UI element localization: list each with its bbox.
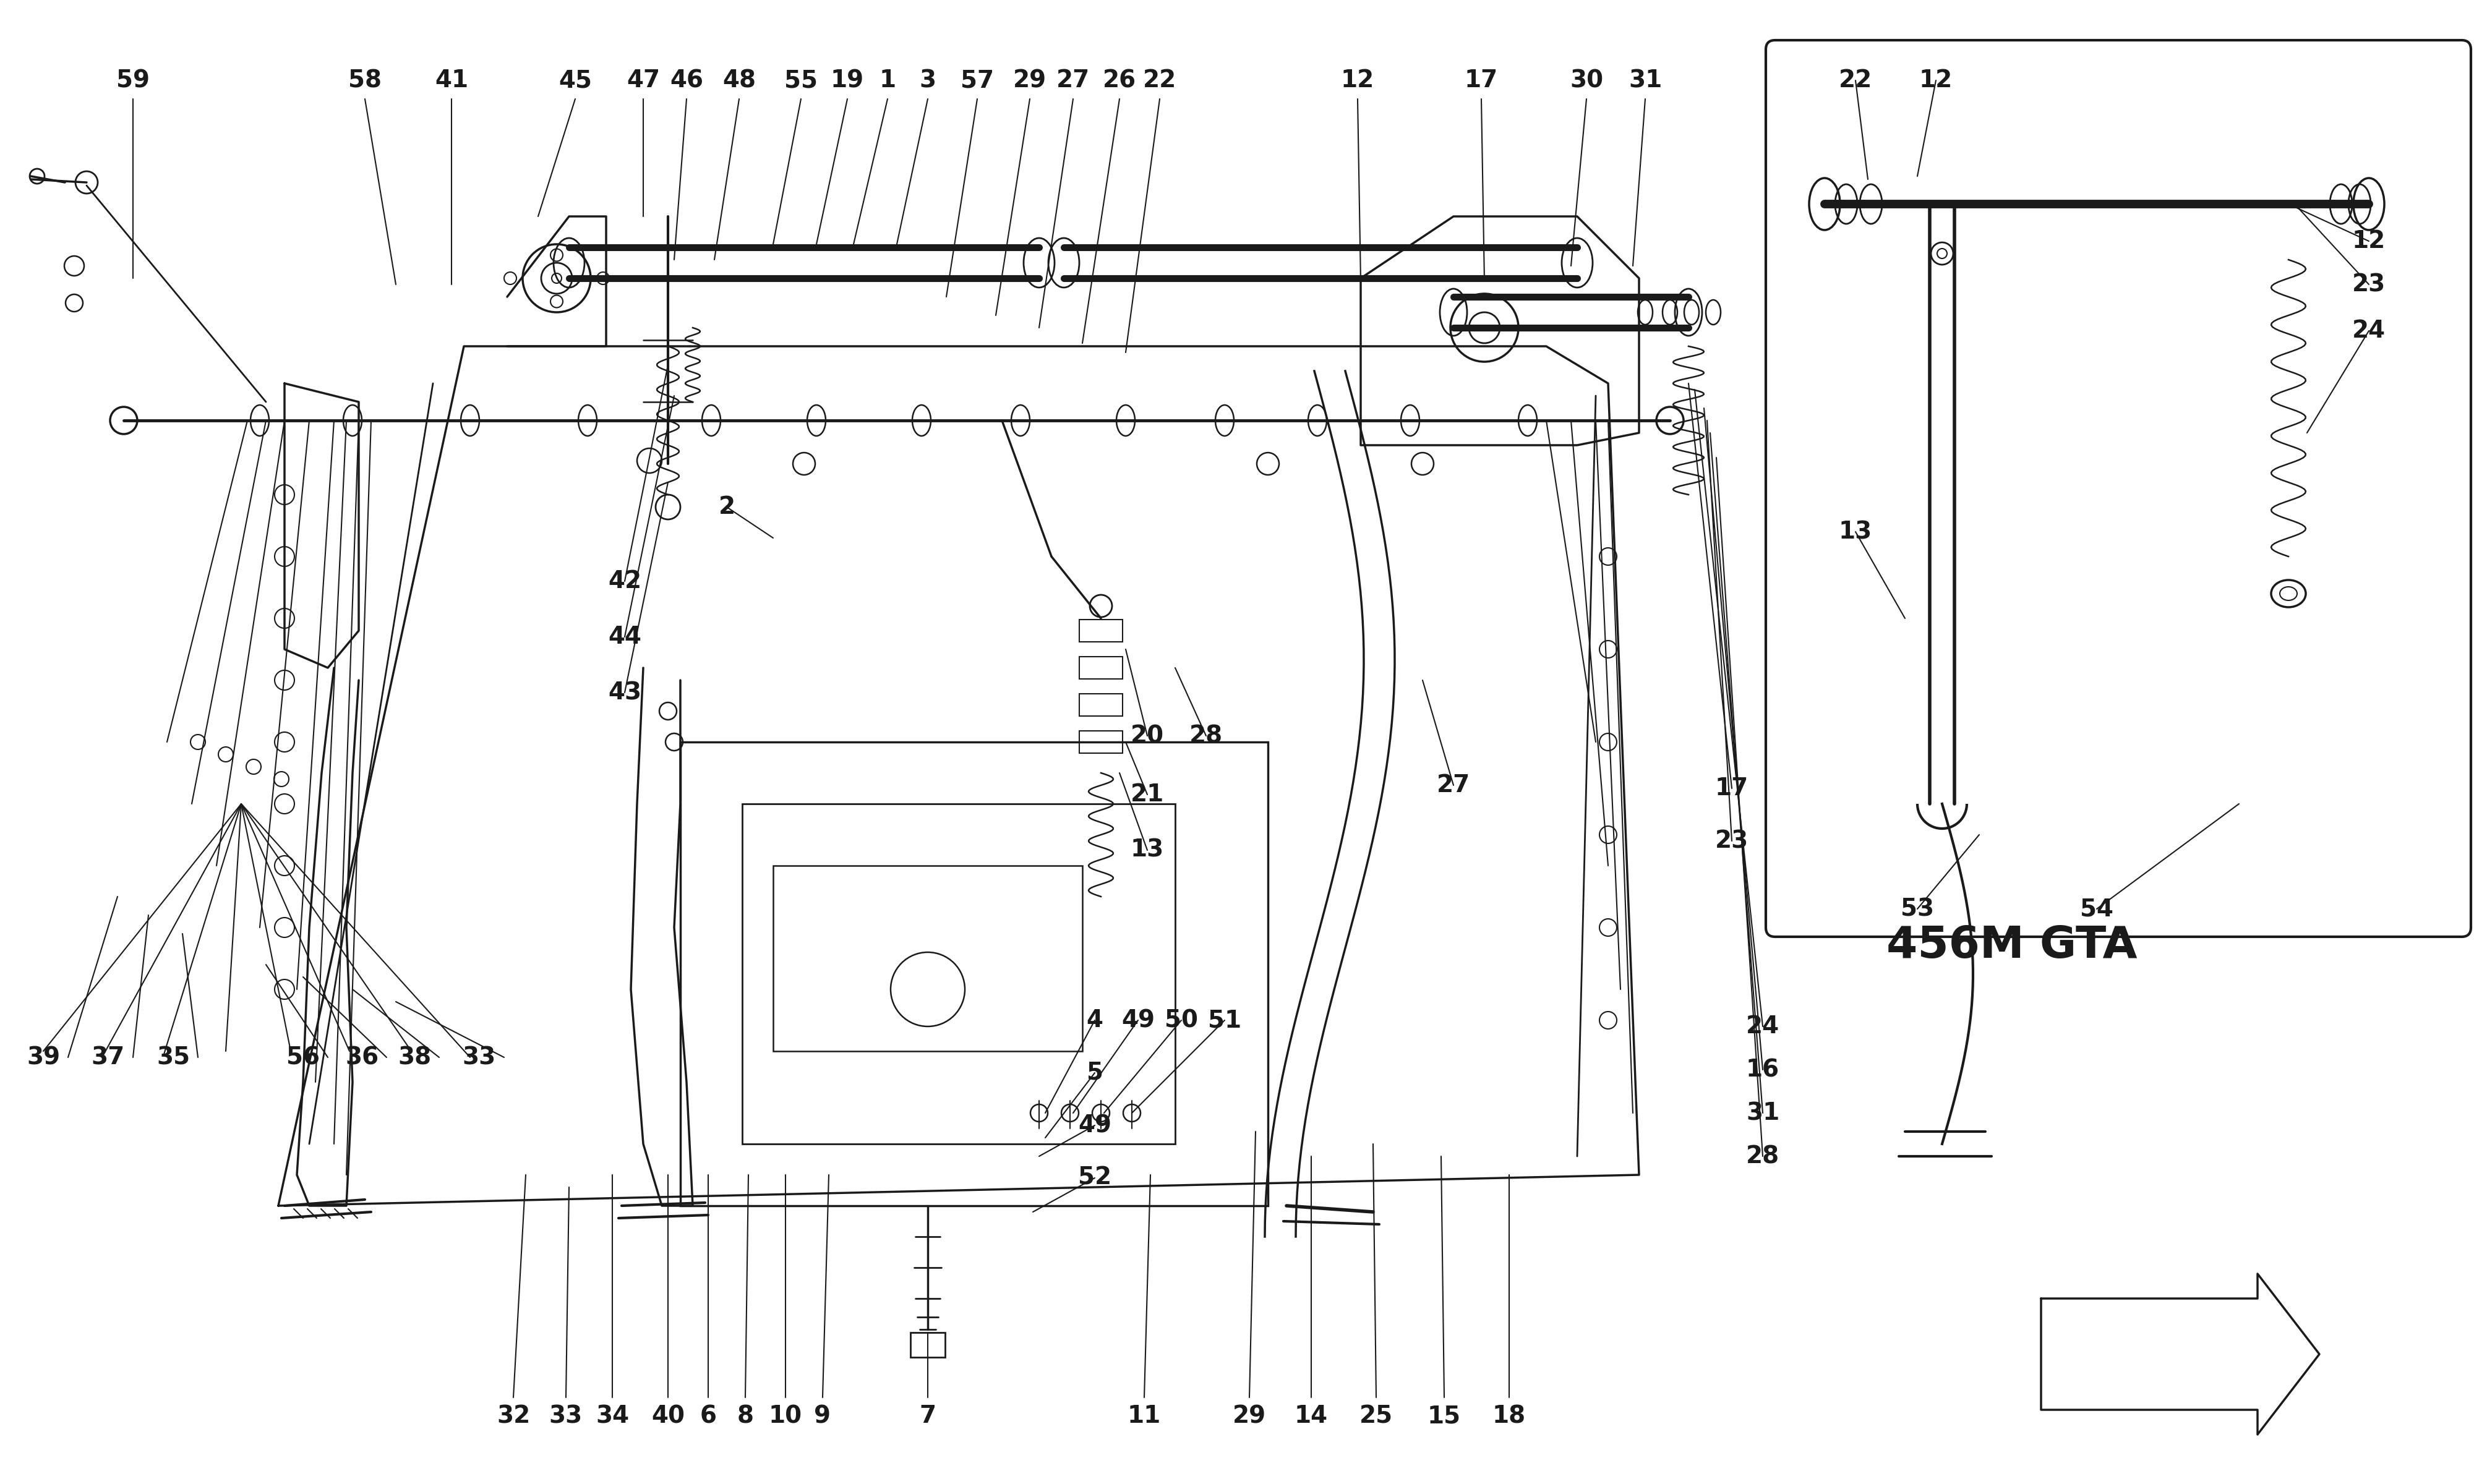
Text: 3: 3 xyxy=(920,68,935,92)
Bar xyxy=(1079,730,1123,752)
Text: 57: 57 xyxy=(960,68,995,92)
Text: 23: 23 xyxy=(2353,273,2385,297)
Text: 52: 52 xyxy=(1079,1166,1111,1190)
Text: 54: 54 xyxy=(2081,898,2113,920)
Text: 8: 8 xyxy=(737,1404,755,1428)
Text: 9: 9 xyxy=(814,1404,831,1428)
Text: 10: 10 xyxy=(769,1404,802,1428)
Text: 16: 16 xyxy=(1747,1058,1779,1082)
Text: 21: 21 xyxy=(1131,784,1165,806)
Text: 24: 24 xyxy=(1747,1015,1779,1039)
Text: 17: 17 xyxy=(1714,776,1749,800)
Text: 44: 44 xyxy=(609,625,641,649)
Bar xyxy=(1079,693,1123,715)
Text: 43: 43 xyxy=(609,681,641,705)
Text: 51: 51 xyxy=(1207,1009,1242,1031)
Text: 56: 56 xyxy=(287,1046,319,1068)
Text: 12: 12 xyxy=(1920,68,1952,92)
Text: 33: 33 xyxy=(549,1404,584,1428)
Text: 12: 12 xyxy=(2353,230,2385,252)
Bar xyxy=(910,1333,945,1358)
Text: 39: 39 xyxy=(27,1046,59,1068)
Text: 33: 33 xyxy=(463,1046,497,1068)
Text: 28: 28 xyxy=(1747,1144,1779,1168)
Text: 46: 46 xyxy=(670,68,703,92)
Text: 18: 18 xyxy=(1492,1404,1526,1428)
Text: 32: 32 xyxy=(497,1404,529,1428)
Text: 12: 12 xyxy=(1341,68,1376,92)
Text: 42: 42 xyxy=(609,570,641,594)
Text: 48: 48 xyxy=(722,68,757,92)
Bar xyxy=(1079,620,1123,641)
Text: 19: 19 xyxy=(831,68,863,92)
Text: 26: 26 xyxy=(1103,68,1136,92)
Text: 6: 6 xyxy=(700,1404,717,1428)
Text: 13: 13 xyxy=(1131,838,1165,862)
Text: 49: 49 xyxy=(1121,1009,1155,1031)
Text: 47: 47 xyxy=(626,68,661,92)
Text: 27: 27 xyxy=(1437,773,1470,797)
Text: 49: 49 xyxy=(1079,1113,1111,1137)
Bar xyxy=(680,742,1267,1205)
Bar xyxy=(1079,656,1123,680)
Text: 58: 58 xyxy=(349,68,381,92)
Text: 31: 31 xyxy=(1628,68,1663,92)
Text: 23: 23 xyxy=(1714,830,1749,853)
Text: 24: 24 xyxy=(2353,319,2385,343)
Text: 456M GTA: 456M GTA xyxy=(1888,925,2138,968)
Text: 5: 5 xyxy=(1086,1061,1103,1085)
Text: 50: 50 xyxy=(1165,1009,1197,1031)
Bar xyxy=(772,865,1084,1051)
Text: 29: 29 xyxy=(1012,68,1047,92)
Text: 20: 20 xyxy=(1131,724,1165,748)
Text: 7: 7 xyxy=(920,1404,935,1428)
Text: 4: 4 xyxy=(1086,1009,1103,1031)
Text: 28: 28 xyxy=(1190,724,1222,748)
Text: 38: 38 xyxy=(398,1046,430,1068)
Text: 22: 22 xyxy=(1143,68,1178,92)
Text: 1: 1 xyxy=(878,68,896,92)
Text: 55: 55 xyxy=(784,68,816,92)
Text: 2: 2 xyxy=(717,496,735,519)
Text: 22: 22 xyxy=(1838,68,1873,92)
Text: 36: 36 xyxy=(344,1046,379,1068)
Text: 17: 17 xyxy=(1465,68,1499,92)
FancyBboxPatch shape xyxy=(1766,40,2472,936)
Text: 34: 34 xyxy=(596,1404,628,1428)
Text: 11: 11 xyxy=(1128,1404,1160,1428)
Text: 13: 13 xyxy=(1838,519,1873,543)
Text: 37: 37 xyxy=(92,1046,126,1068)
Text: 29: 29 xyxy=(1232,1404,1267,1428)
Text: 40: 40 xyxy=(651,1404,685,1428)
Text: 30: 30 xyxy=(1569,68,1603,92)
Text: 14: 14 xyxy=(1294,1404,1329,1428)
Text: 53: 53 xyxy=(1900,898,1935,920)
Text: 25: 25 xyxy=(1358,1404,1393,1428)
Text: 41: 41 xyxy=(435,68,468,92)
Text: 35: 35 xyxy=(156,1046,190,1068)
Text: 31: 31 xyxy=(1747,1101,1779,1125)
Text: 27: 27 xyxy=(1056,68,1091,92)
Text: 59: 59 xyxy=(116,68,148,92)
Text: 45: 45 xyxy=(559,68,591,92)
Bar xyxy=(742,804,1175,1144)
Text: 15: 15 xyxy=(1427,1404,1462,1428)
